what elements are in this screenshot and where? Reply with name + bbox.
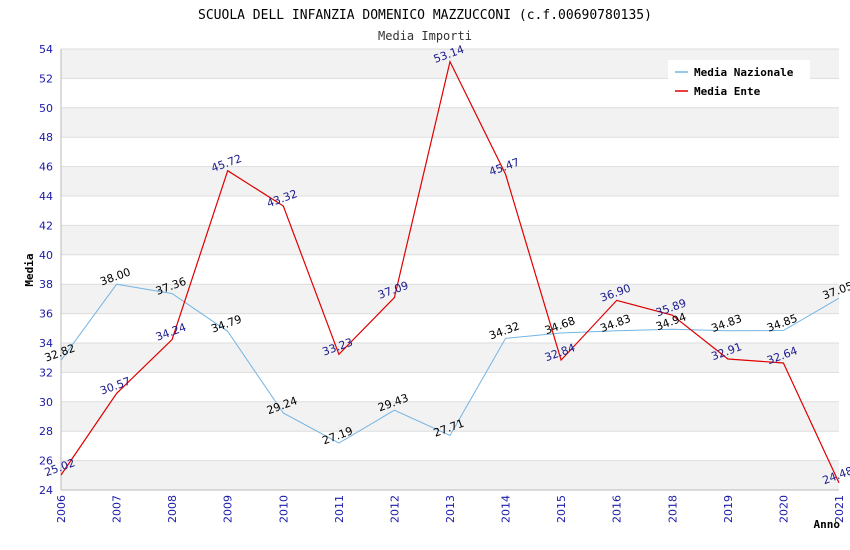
axes	[60, 49, 839, 491]
x-tick-label: 2009	[222, 495, 235, 523]
x-tick-label: 2007	[111, 495, 124, 523]
x-tick-label: 2014	[500, 495, 513, 523]
chart-subtitle: Media Importi	[378, 29, 472, 43]
x-tick-label: 2021	[833, 495, 846, 523]
y-tick-label: 40	[39, 249, 53, 262]
y-tick-label: 30	[39, 396, 53, 409]
y-tick-labels: 24 26 28 30 32 34 36 38 40 42 44 46 48 50 52 54	[39, 43, 53, 497]
x-tick-label: 2018	[666, 495, 679, 523]
y-tick-label: 50	[39, 102, 53, 115]
x-tick-label: 2012	[388, 495, 401, 523]
y-axis-label: Media	[23, 253, 36, 286]
x-tick-label: 2011	[333, 495, 346, 523]
legend-label-media-ente: Media Ente	[694, 85, 761, 98]
y-tick-label: 28	[39, 425, 53, 438]
legend: Media Nazionale Media Ente	[668, 60, 810, 102]
y-tick-label: 52	[39, 72, 53, 85]
grid-band	[61, 107, 839, 138]
y-tick-label: 32	[39, 366, 53, 379]
grid-band	[61, 401, 839, 432]
series-line-media-nazionale	[60, 283, 840, 444]
data-label: 34.83	[598, 312, 632, 335]
legend-label-media-nazionale: Media Nazionale	[694, 66, 794, 79]
legend-box	[668, 60, 810, 102]
data-label: 34.32	[487, 320, 521, 343]
y-tick-label: 34	[39, 337, 53, 350]
y-tick-label: 42	[39, 219, 53, 232]
grid-band	[61, 166, 839, 196]
series-line-media-ente	[60, 59, 840, 484]
x-tick-label: 2020	[777, 495, 790, 523]
y-tick-label: 26	[39, 455, 53, 468]
grid-band	[61, 343, 839, 373]
y-tick-label: 24	[39, 484, 53, 497]
x-tick-label: 2019	[722, 495, 735, 523]
y-tick-label: 48	[39, 131, 53, 144]
grid-band	[61, 460, 839, 490]
chart-title: SCUOLA DELL INFANZIA DOMENICO MAZZUCCONI…	[198, 8, 652, 23]
x-tick-label: 2006	[55, 495, 68, 523]
x-tick-label: 2016	[611, 495, 624, 523]
x-tick-label: 2008	[166, 495, 179, 523]
x-tick-labels: 2006 2007 2008 2009 2010 2011 2012 2013 2014 2015…	[55, 495, 846, 523]
data-label: 34.79	[209, 313, 243, 336]
data-label: 34.85	[765, 312, 799, 335]
x-axis-label: Anno	[814, 518, 841, 531]
x-tick-label: 2010	[277, 495, 290, 523]
series-lines	[60, 59, 840, 484]
x-tick-label: 2013	[444, 495, 457, 523]
grid-band	[61, 284, 839, 314]
y-tick-label: 54	[39, 43, 53, 56]
y-tick-label: 36	[39, 308, 53, 321]
y-tick-label: 44	[39, 190, 53, 203]
x-tick-label: 2015	[555, 495, 568, 523]
y-tick-label: 46	[39, 161, 53, 174]
data-label: 34.83	[710, 312, 744, 335]
y-tick-label: 38	[39, 278, 53, 291]
grid-band	[61, 225, 839, 255]
plot-bands	[61, 49, 839, 490]
